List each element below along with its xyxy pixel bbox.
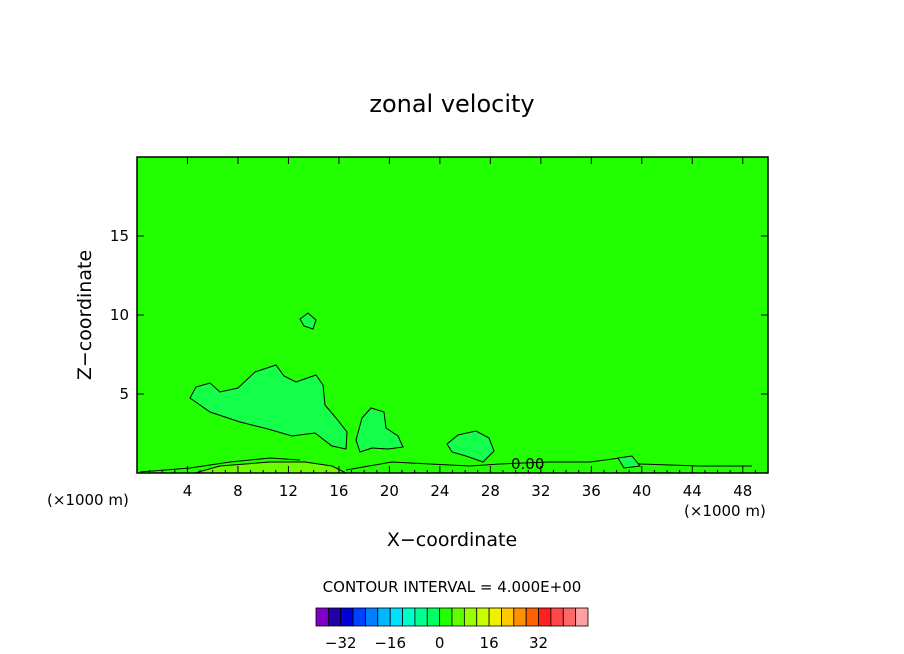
zero-contour-line — [345, 457, 752, 471]
colorbar-swatch — [327, 607, 342, 627]
colorbar-tick-label: −32 — [325, 634, 357, 652]
colorbar-swatch — [389, 607, 403, 627]
y-axis-label: Z−coordinate — [74, 250, 96, 380]
x-tick-label: 20 — [380, 482, 399, 500]
colorbar-swatch — [501, 607, 515, 627]
x-tick-label: 12 — [279, 482, 298, 500]
colorbar-swatch — [538, 607, 552, 627]
x-tick-label: 36 — [582, 482, 601, 500]
x-tick-label: 16 — [329, 482, 348, 500]
colorbar-swatch — [426, 607, 441, 627]
x-tick-label: 28 — [481, 482, 500, 500]
contour-region-mid-cell — [355, 407, 404, 453]
colorbar-swatch — [488, 607, 502, 627]
x-axis-label: X−coordinate — [387, 529, 517, 551]
x-tick-label: 48 — [733, 482, 752, 500]
contour-region-right-cell — [446, 430, 495, 463]
y-tick-label: 15 — [110, 227, 129, 245]
colorbar-swatch — [365, 607, 379, 627]
colorbar-swatch — [550, 607, 564, 627]
x-tick-label: 24 — [430, 482, 449, 500]
colorbar-swatch — [315, 607, 329, 627]
colorbar-swatch — [451, 607, 465, 627]
x-unit-left: (×1000 m) — [47, 491, 129, 509]
colorbar-swatch — [377, 607, 391, 627]
colorbar-swatch — [562, 607, 577, 627]
colorbar-tick-label: −16 — [374, 634, 406, 652]
plot-area — [137, 157, 768, 473]
contour-region-small-right — [617, 455, 641, 469]
contour-regions — [139, 312, 752, 474]
colorbar-swatch — [414, 607, 428, 627]
x-tick-label: 44 — [683, 482, 702, 500]
colorbar-swatch — [476, 607, 490, 627]
colorbar-swatch — [513, 607, 527, 627]
x-tick-label: 4 — [183, 482, 193, 500]
colorbar-tick-label: 0 — [435, 634, 445, 652]
x-unit-right: (×1000 m) — [684, 502, 766, 520]
y-tick-label: 10 — [110, 306, 129, 324]
colorbar-tick-label: 16 — [480, 634, 499, 652]
colorbar-swatch — [439, 607, 453, 627]
colorbar-swatch — [352, 607, 366, 627]
x-tick-label: 8 — [233, 482, 243, 500]
colorbar-swatch — [463, 607, 478, 627]
colorbar: −32 −16 0 16 32 — [315, 607, 589, 652]
colorbar-tick-label: 32 — [529, 634, 548, 652]
x-tick-label: 32 — [531, 482, 550, 500]
chart-title: zonal velocity — [369, 90, 534, 118]
contour-interval-text: CONTOUR INTERVAL = 4.000E+00 — [323, 578, 582, 596]
colorbar-swatch — [340, 607, 354, 627]
contour-region-upper-left-cell — [189, 364, 348, 450]
contour-label: 0.00 — [511, 455, 544, 473]
colorbar-swatch — [525, 607, 539, 627]
colorbar-swatch — [402, 607, 416, 627]
y-tick-label: 5 — [119, 385, 129, 403]
contour-region-upper-blob — [299, 312, 317, 330]
colorbar-swatch — [575, 607, 589, 627]
x-tick-label: 40 — [632, 482, 651, 500]
surface-contour-line — [139, 457, 301, 473]
